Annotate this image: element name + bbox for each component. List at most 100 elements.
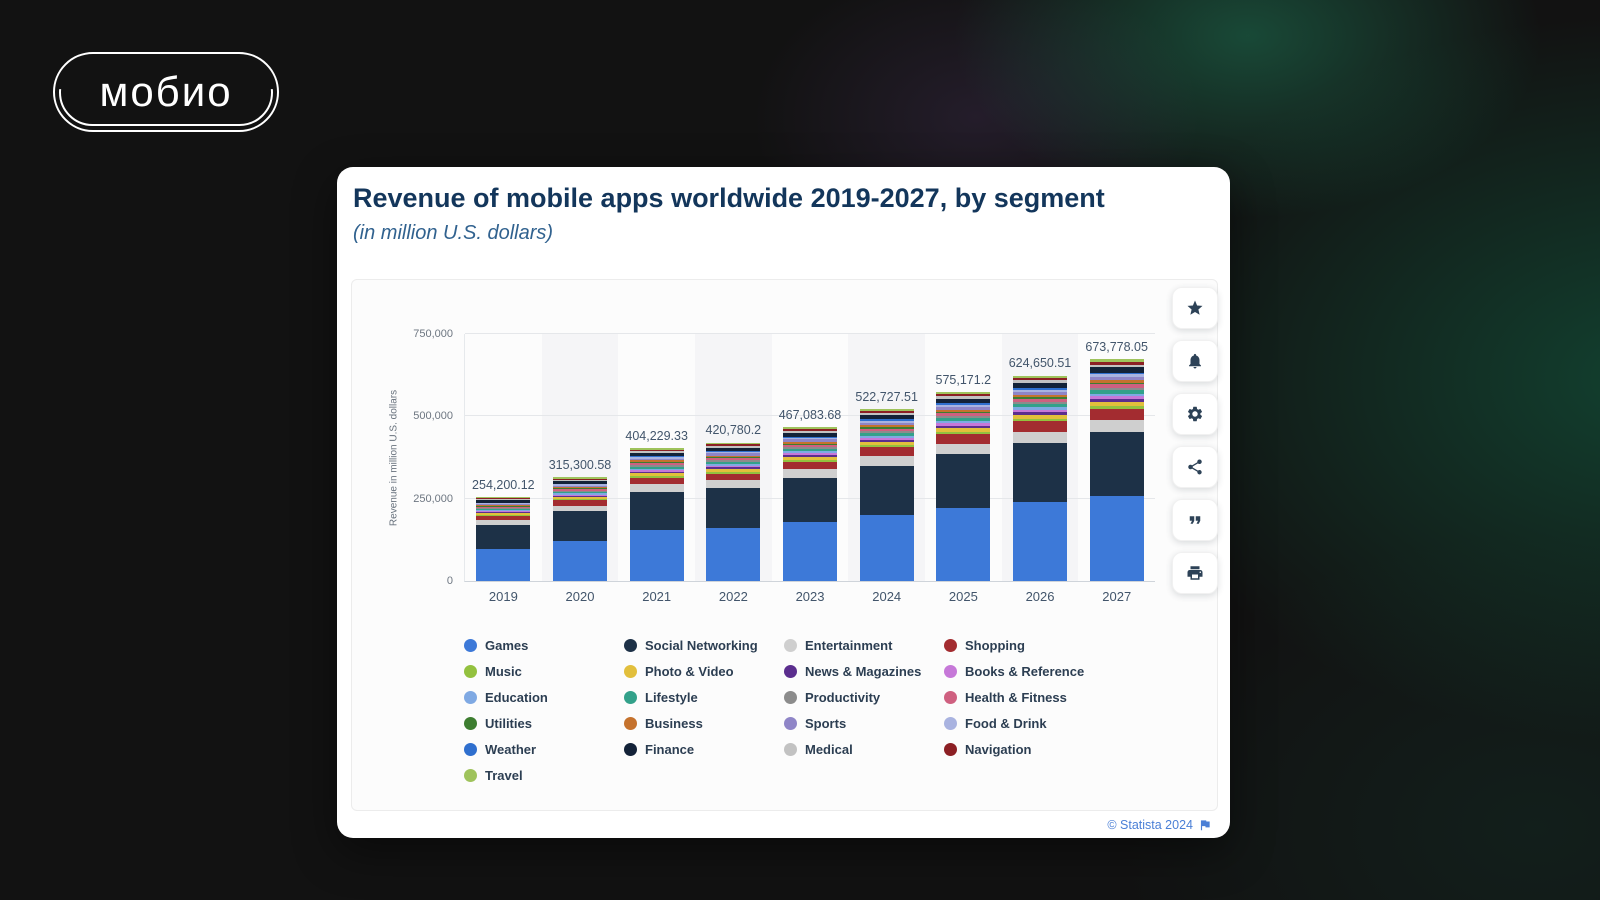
bar-segment[interactable] bbox=[782, 429, 837, 431]
bar-segment[interactable] bbox=[476, 506, 531, 509]
bar-segment[interactable] bbox=[859, 422, 914, 426]
bar-segment[interactable] bbox=[552, 489, 607, 491]
legend-item[interactable]: Finance bbox=[624, 736, 784, 762]
bar-segment[interactable] bbox=[859, 415, 914, 420]
legend-item[interactable]: Shopping bbox=[944, 632, 1104, 658]
legend-item[interactable]: Food & Drink bbox=[944, 710, 1104, 736]
bar-segment[interactable] bbox=[706, 473, 761, 481]
bar-segment[interactable] bbox=[552, 488, 607, 490]
bar-segment[interactable] bbox=[706, 453, 761, 456]
bar-segment[interactable] bbox=[1012, 421, 1067, 432]
bar-segment[interactable] bbox=[629, 529, 684, 581]
bar-segment[interactable] bbox=[706, 471, 761, 474]
bar-segment[interactable] bbox=[476, 524, 531, 549]
bar-segment[interactable] bbox=[706, 480, 761, 489]
bar-segment[interactable] bbox=[706, 451, 761, 453]
legend-item[interactable]: Travel bbox=[464, 762, 624, 788]
bar-segment[interactable] bbox=[629, 468, 684, 471]
bar-segment[interactable] bbox=[859, 419, 914, 421]
bar-segment[interactable] bbox=[782, 453, 837, 455]
bar-segment[interactable] bbox=[1089, 359, 1144, 362]
bar-segment[interactable] bbox=[1012, 412, 1067, 415]
bar-segment[interactable] bbox=[936, 508, 991, 581]
bar-segment[interactable] bbox=[859, 456, 914, 466]
bar-segment[interactable] bbox=[476, 497, 531, 499]
bar-segment[interactable] bbox=[629, 449, 684, 452]
bar-segment[interactable] bbox=[552, 493, 607, 495]
legend-item[interactable]: Utilities bbox=[464, 710, 624, 736]
gear-button[interactable] bbox=[1172, 393, 1218, 435]
bar-segment[interactable] bbox=[859, 425, 914, 428]
bar-segment[interactable] bbox=[476, 506, 531, 507]
bar-segment[interactable] bbox=[476, 509, 531, 511]
bar-segment[interactable] bbox=[476, 504, 531, 506]
bar-segment[interactable] bbox=[936, 396, 991, 399]
bar-segment[interactable] bbox=[782, 456, 837, 460]
legend-item[interactable]: Productivity bbox=[784, 684, 944, 710]
bar-segment[interactable] bbox=[782, 441, 837, 444]
bar-segment[interactable] bbox=[552, 499, 607, 501]
stacked-bar[interactable] bbox=[782, 427, 837, 581]
bar-segment[interactable] bbox=[1089, 382, 1144, 385]
star-button[interactable] bbox=[1172, 287, 1218, 329]
bar-segment[interactable] bbox=[936, 427, 991, 432]
bar-segment[interactable] bbox=[552, 541, 607, 581]
stacked-bar[interactable] bbox=[476, 497, 531, 581]
bar-segment[interactable] bbox=[552, 483, 607, 485]
bar-segment[interactable] bbox=[629, 452, 684, 457]
bar-segment[interactable] bbox=[1012, 501, 1067, 581]
bar-segment[interactable] bbox=[859, 411, 914, 414]
bar-segment[interactable] bbox=[476, 513, 531, 516]
bar-segment[interactable] bbox=[936, 403, 991, 405]
bar-segment[interactable] bbox=[936, 413, 991, 417]
bar-segment[interactable] bbox=[629, 448, 684, 450]
bar-segment[interactable] bbox=[476, 520, 531, 525]
bar-segment[interactable] bbox=[706, 447, 761, 451]
bar-segment[interactable] bbox=[706, 455, 761, 458]
bar-segment[interactable] bbox=[706, 458, 761, 461]
bar-segment[interactable] bbox=[936, 443, 991, 454]
bar-segment[interactable] bbox=[552, 477, 607, 479]
bar-segment[interactable] bbox=[1012, 382, 1067, 388]
bar-segment[interactable] bbox=[782, 443, 837, 445]
bar-segment[interactable] bbox=[1012, 401, 1067, 405]
bar-segment[interactable] bbox=[1089, 408, 1144, 420]
bar-segment[interactable] bbox=[859, 431, 914, 434]
bar-segment[interactable] bbox=[782, 436, 837, 438]
bar-segment[interactable] bbox=[629, 456, 684, 458]
bar-segment[interactable] bbox=[859, 441, 914, 446]
bar-segment[interactable] bbox=[1012, 409, 1067, 413]
legend-item[interactable]: Medical bbox=[784, 736, 944, 762]
bar-segment[interactable] bbox=[1012, 377, 1067, 381]
bar-segment[interactable] bbox=[706, 527, 761, 581]
bar-segment[interactable] bbox=[629, 462, 684, 464]
bar-segment[interactable] bbox=[1089, 387, 1144, 391]
bar-segment[interactable] bbox=[782, 521, 837, 581]
bar-segment[interactable] bbox=[476, 508, 531, 510]
bar-segment[interactable] bbox=[1089, 374, 1144, 377]
legend-item[interactable]: Navigation bbox=[944, 736, 1104, 762]
bar-segment[interactable] bbox=[782, 430, 837, 433]
bar-segment[interactable] bbox=[936, 434, 991, 444]
bar-segment[interactable] bbox=[552, 487, 607, 489]
bar-segment[interactable] bbox=[859, 439, 914, 442]
bar-segment[interactable] bbox=[859, 514, 914, 581]
bar-segment[interactable] bbox=[936, 416, 991, 419]
bar-segment[interactable] bbox=[1089, 376, 1144, 381]
bar-segment[interactable] bbox=[706, 442, 761, 445]
bar-segment[interactable] bbox=[782, 461, 837, 470]
bar-segment[interactable] bbox=[1089, 401, 1144, 407]
bar-segment[interactable] bbox=[936, 421, 991, 424]
bar-segment[interactable] bbox=[706, 462, 761, 465]
print-button[interactable] bbox=[1172, 552, 1218, 594]
bar-segment[interactable] bbox=[936, 423, 991, 426]
bar-segment[interactable] bbox=[1012, 391, 1067, 395]
bar-segment[interactable] bbox=[1089, 406, 1144, 409]
bar-segment[interactable] bbox=[859, 413, 914, 416]
bar-segment[interactable] bbox=[1089, 399, 1144, 402]
stacked-bar[interactable] bbox=[552, 477, 607, 581]
bar-segment[interactable] bbox=[706, 465, 761, 468]
bar-segment[interactable] bbox=[859, 447, 914, 457]
bar-segment[interactable] bbox=[1012, 442, 1067, 502]
bar-segment[interactable] bbox=[476, 499, 531, 501]
